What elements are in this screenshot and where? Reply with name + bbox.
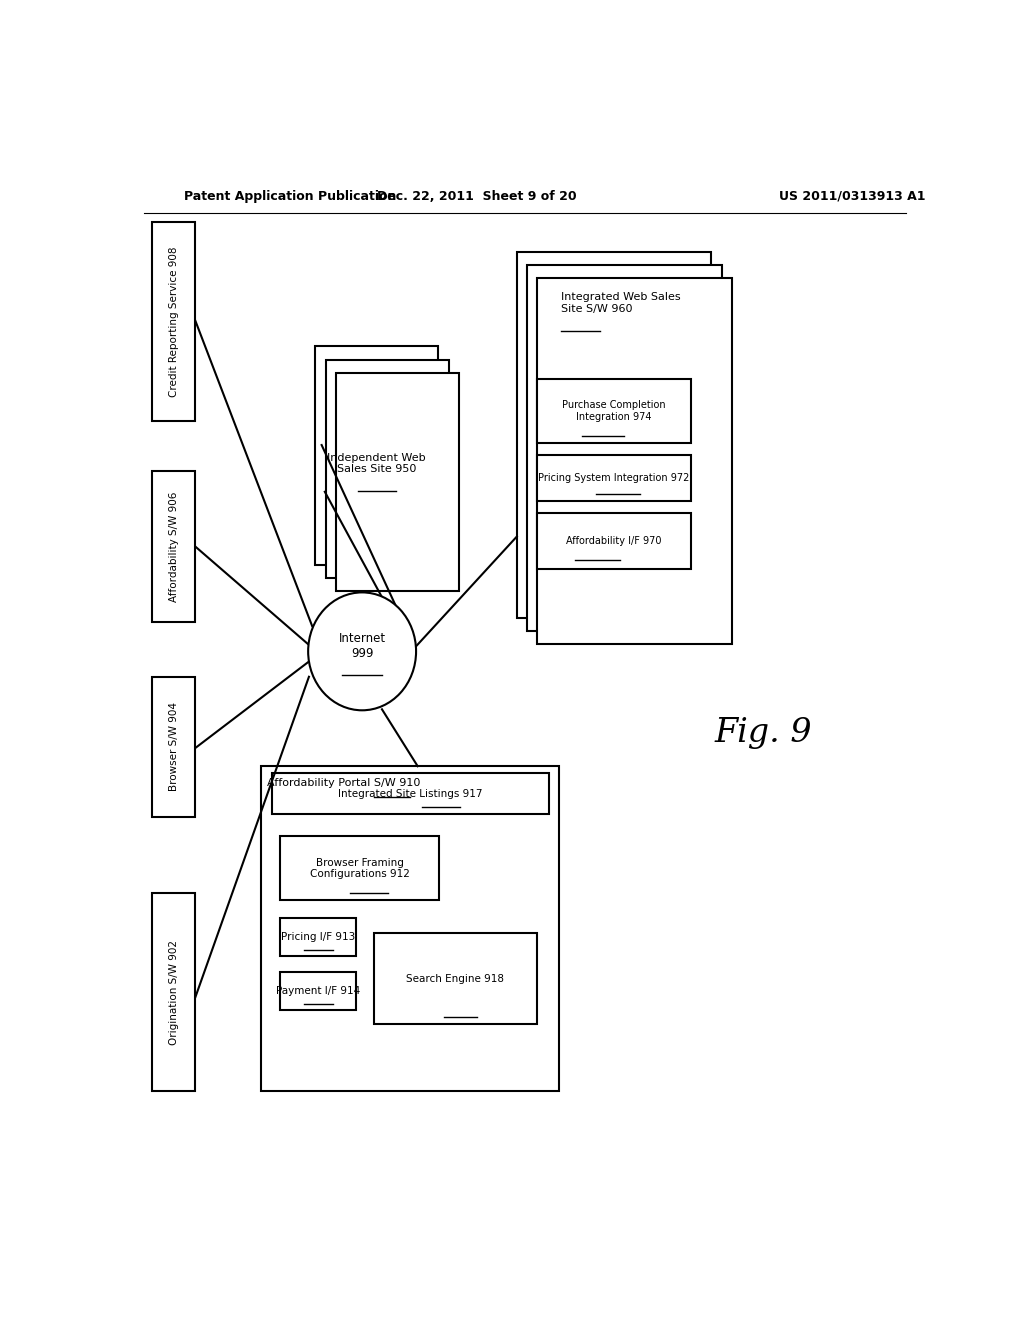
Bar <box>281 837 439 900</box>
Bar <box>281 972 355 1010</box>
Text: Search Engine 918: Search Engine 918 <box>407 974 505 983</box>
Bar <box>538 279 732 644</box>
Text: Integrated Web Sales
Site S/W 960: Integrated Web Sales Site S/W 960 <box>560 292 680 314</box>
Bar <box>281 917 355 956</box>
Text: Credit Reporting Service 908: Credit Reporting Service 908 <box>169 247 178 397</box>
Bar <box>537 379 691 444</box>
Bar <box>374 933 537 1024</box>
Text: Origination S/W 902: Origination S/W 902 <box>169 940 178 1045</box>
Bar <box>261 766 559 1092</box>
Bar <box>537 455 691 500</box>
Text: Affordability Portal S/W 910: Affordability Portal S/W 910 <box>267 779 420 788</box>
Bar <box>152 677 196 817</box>
Bar <box>527 265 722 631</box>
Text: Internet
999: Internet 999 <box>339 632 386 660</box>
Text: Affordability I/F 970: Affordability I/F 970 <box>566 536 662 546</box>
Text: Fig. 9: Fig. 9 <box>714 717 812 748</box>
Bar <box>326 359 449 578</box>
Bar <box>315 346 438 565</box>
Text: Browser S/W 904: Browser S/W 904 <box>169 702 178 792</box>
Bar <box>152 223 196 421</box>
Text: Dec. 22, 2011  Sheet 9 of 20: Dec. 22, 2011 Sheet 9 of 20 <box>378 190 577 202</box>
Ellipse shape <box>308 593 416 710</box>
Text: Pricing I/F 913: Pricing I/F 913 <box>281 932 355 942</box>
Text: Affordability S/W 906: Affordability S/W 906 <box>169 491 178 602</box>
Text: Purchase Completion
Integration 974: Purchase Completion Integration 974 <box>562 400 666 422</box>
Text: Integrated Site Listings 917: Integrated Site Listings 917 <box>338 788 482 799</box>
Text: Patent Application Publication: Patent Application Publication <box>183 190 396 202</box>
Text: Browser Framing
Configurations 912: Browser Framing Configurations 912 <box>310 858 410 879</box>
Bar <box>152 471 196 622</box>
Bar <box>517 252 712 618</box>
Bar <box>152 894 196 1092</box>
Text: US 2011/0313913 A1: US 2011/0313913 A1 <box>778 190 926 202</box>
Text: Independent Web
Sales Site 950: Independent Web Sales Site 950 <box>327 453 426 474</box>
Bar <box>272 774 549 814</box>
Text: Payment I/F 914: Payment I/F 914 <box>275 986 360 995</box>
Bar <box>336 372 459 591</box>
Bar <box>537 513 691 569</box>
Text: Pricing System Integration 972: Pricing System Integration 972 <box>539 473 690 483</box>
